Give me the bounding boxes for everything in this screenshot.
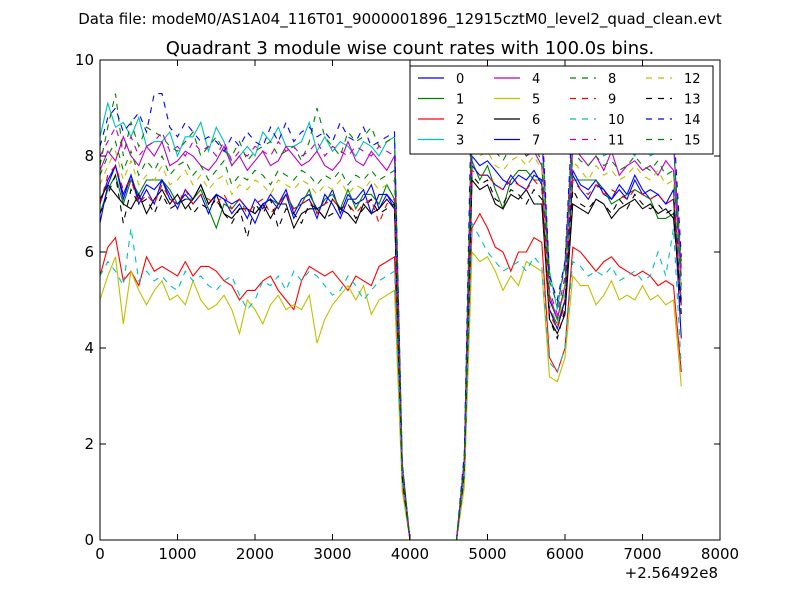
x-tick-label: 4000 [391, 545, 429, 563]
legend-label-2: 2 [456, 113, 464, 128]
x-axis-offset-label: +2.56492e8 [625, 564, 718, 582]
series-line-6 [99, 178, 682, 541]
y-tick-label: 10 [75, 51, 94, 69]
series-line-7 [99, 163, 682, 541]
y-tick-label: 8 [84, 147, 94, 165]
x-tick-label: 6000 [546, 545, 584, 563]
legend-label-12: 12 [684, 72, 701, 87]
series-line-2 [99, 212, 682, 541]
series-line-15 [99, 129, 682, 541]
x-tick-label: 0 [95, 545, 105, 563]
legend-label-0: 0 [456, 72, 464, 87]
chart-title: Quadrant 3 module wise count rates with … [166, 38, 655, 59]
series-line-4 [99, 121, 682, 541]
series-line-10 [99, 221, 682, 541]
y-tick-label: 0 [84, 531, 94, 549]
legend-label-11: 11 [608, 134, 625, 149]
x-tick-label: 5000 [468, 545, 506, 563]
y-tick-label: 2 [84, 435, 94, 453]
legend-label-5: 5 [532, 93, 540, 108]
series-line-5 [99, 250, 682, 541]
series-line-12 [99, 144, 682, 541]
x-tick-label: 2000 [236, 545, 274, 563]
x-tick-label: 3000 [313, 545, 351, 563]
legend-label-1: 1 [456, 93, 464, 108]
series-line-13 [99, 173, 682, 541]
legend-label-8: 8 [608, 72, 616, 87]
figure-suptitle: Data file: modeM0/AS1A04_116T01_90000018… [78, 10, 722, 29]
series-line-14 [99, 69, 682, 541]
series-line-1 [99, 160, 682, 541]
series-line-11 [99, 111, 682, 541]
legend-label-14: 14 [684, 113, 701, 128]
legend-label-4: 4 [532, 72, 540, 87]
x-tick-label: 8000 [701, 545, 739, 563]
x-tick-label: 7000 [623, 545, 661, 563]
y-tick-label: 4 [84, 339, 94, 357]
legend-label-9: 9 [608, 93, 616, 108]
legend-label-15: 15 [684, 134, 701, 149]
x-tick-label: 1000 [158, 545, 196, 563]
y-tick-label: 6 [84, 243, 94, 261]
legend-label-6: 6 [532, 113, 540, 128]
series-layer [99, 69, 682, 541]
legend-label-10: 10 [608, 113, 625, 128]
legend-label-3: 3 [456, 134, 464, 149]
legend-label-13: 13 [684, 93, 701, 108]
legend-label-7: 7 [532, 134, 540, 149]
series-line-8 [99, 93, 682, 541]
